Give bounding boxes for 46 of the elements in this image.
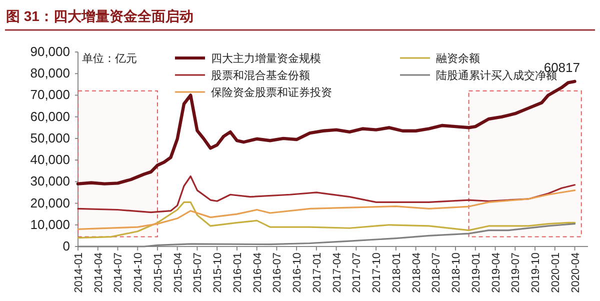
- x-tick-label: 2015-04: [172, 252, 184, 293]
- x-tick-label: 2018-07: [430, 252, 443, 293]
- line-series: [77, 175, 576, 214]
- x-tick-label: 2015-01: [152, 252, 164, 293]
- line-series: [77, 190, 576, 230]
- x-tick-label: 2017-01: [311, 252, 324, 293]
- y-tick-label: 60,000: [30, 108, 70, 124]
- x-tick-label: 2017-10: [371, 252, 384, 293]
- line-series: [76, 80, 576, 186]
- y-tick-label: 20,000: [30, 195, 70, 210]
- x-tick-label: 2019-07: [510, 252, 522, 293]
- chart-title: 图 31：四大增量资金全面启动: [6, 8, 194, 24]
- legend-label: 股票和混合基金份额: [211, 69, 310, 82]
- y-axis-title: 单位：亿元: [82, 52, 137, 65]
- y-tick-label: 40,000: [30, 152, 70, 168]
- x-tick-label: 2014-01: [73, 252, 85, 293]
- legend-label: 四大主力增量资金规模: [211, 52, 321, 65]
- x-tick-label: 2014-10: [132, 252, 145, 293]
- x-tick-label: 2016-01: [232, 252, 244, 293]
- x-tick-label: 2020-01: [550, 252, 562, 293]
- x-tick-label: 2020-04: [570, 252, 582, 293]
- x-tick-label: 2015-10: [212, 252, 224, 293]
- x-tick-label: 2019-04: [490, 252, 502, 293]
- x-tick-label: 2016-07: [272, 252, 284, 293]
- y-tick-label: 80,000: [30, 66, 70, 81]
- x-tick-label: 2018-01: [390, 252, 403, 293]
- y-tick-label: 10,000: [30, 216, 70, 232]
- y-tick-label: 50,000: [30, 130, 70, 146]
- x-tick-label: 2019-10: [530, 252, 542, 293]
- y-tick-label: 90,000: [30, 44, 70, 59]
- y-tick-label: 70,000: [30, 87, 70, 102]
- y-tick-label: 30,000: [30, 174, 70, 189]
- x-tick-label: 2018-04: [410, 252, 423, 293]
- legend-label: 融资余额: [436, 52, 480, 65]
- x-tick-label: 2017-04: [331, 252, 344, 293]
- x-tick-label: 2018-10: [450, 252, 463, 293]
- legend-label: 保险资金股票和证券投资: [211, 86, 332, 99]
- line-series: [77, 201, 576, 239]
- x-tick-label: 2016-10: [292, 252, 304, 293]
- x-tick-label: 2015-07: [192, 252, 204, 293]
- y-tick-label: 0: [62, 238, 70, 254]
- x-tick-label: 2017-07: [351, 252, 364, 293]
- x-tick-label: 2014-04: [92, 252, 105, 293]
- x-tick-label: 2016-04: [252, 252, 264, 293]
- x-tick-label: 2014-07: [112, 252, 125, 293]
- x-tick-label: 2019-01: [470, 252, 482, 293]
